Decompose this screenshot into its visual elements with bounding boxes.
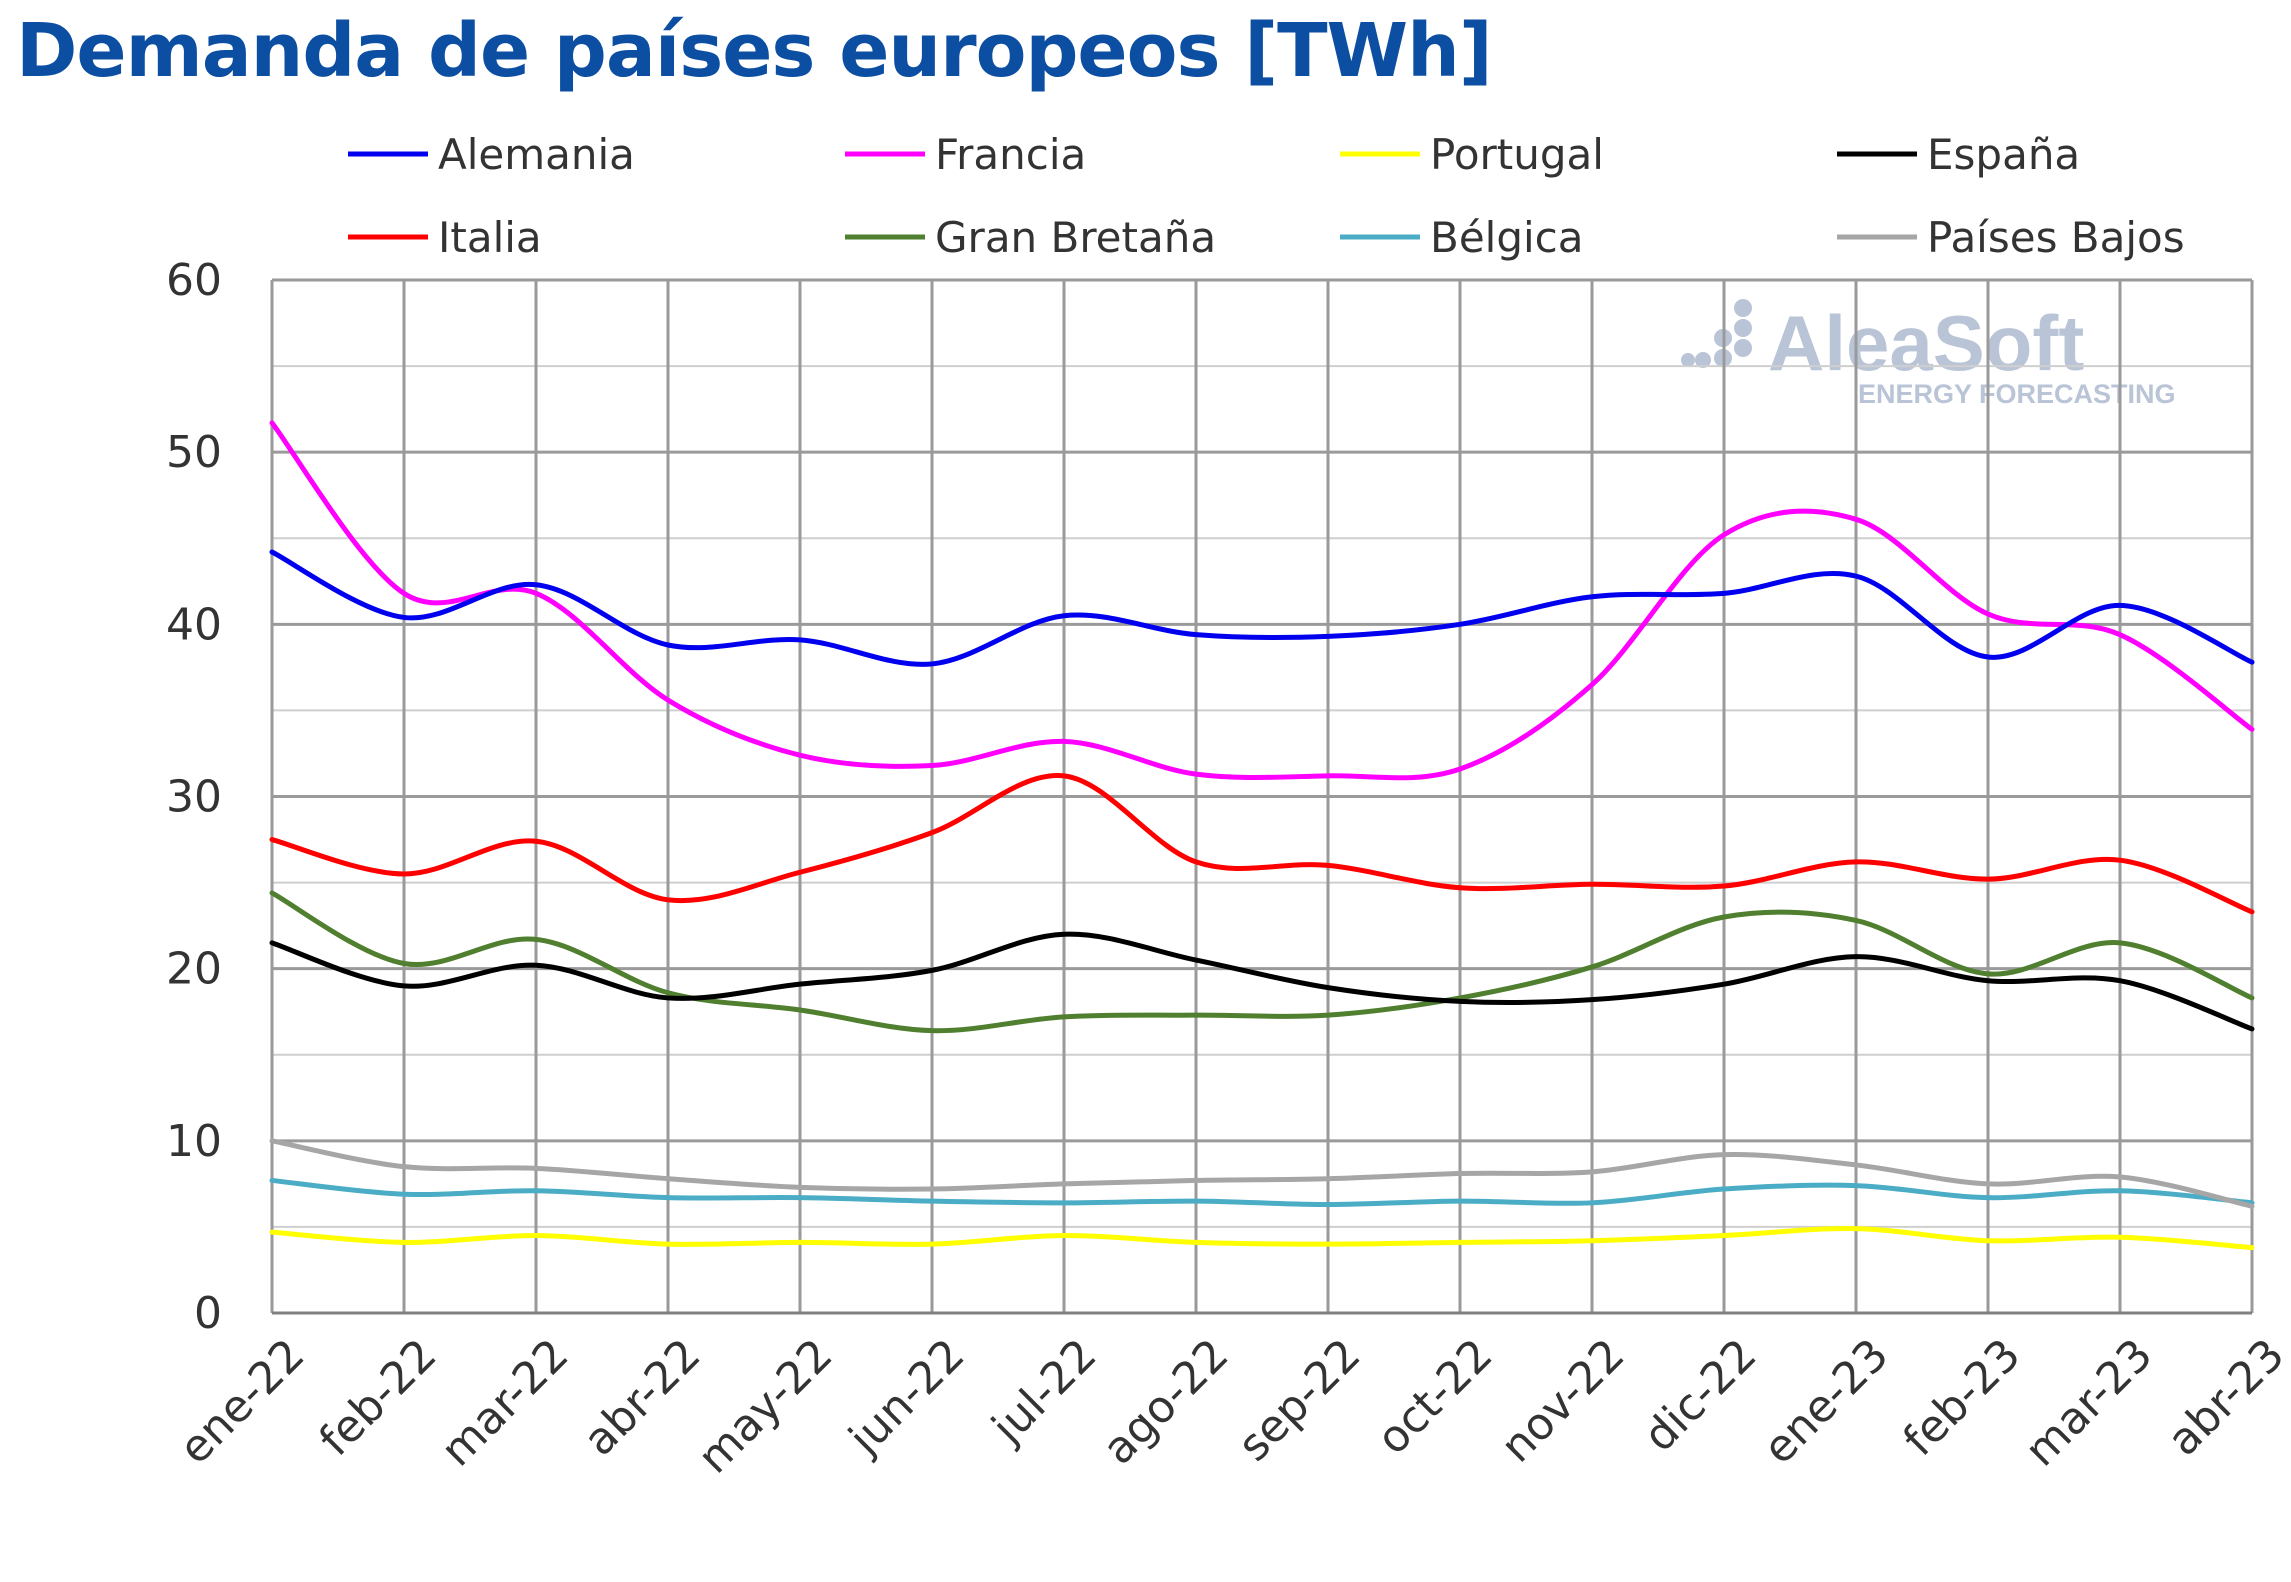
series-line-portugal <box>269 1226 2255 1251</box>
chart-title: Demanda de países europeos [TWh] <box>16 8 1493 94</box>
x-tick-label: mar-22 <box>431 1329 578 1476</box>
x-tick-label: ago-22 <box>1093 1329 1238 1474</box>
legend-label-francia: Francia <box>935 130 1086 179</box>
legend-label-portugal: Portugal <box>1430 130 1604 179</box>
legend-label-paises-bajos: Países Bajos <box>1927 213 2185 262</box>
x-tick-label: ene-22 <box>170 1329 315 1474</box>
x-tick-label: jul-22 <box>982 1329 1107 1454</box>
y-tick-label: 40 <box>166 599 222 650</box>
series-lines <box>269 420 2255 1251</box>
y-tick-label: 20 <box>166 944 222 995</box>
legend-label-gran-bretana: Gran Bretaña <box>935 213 1216 262</box>
x-tick-label: abr-23 <box>2158 1329 2291 1466</box>
aleasoft-logo: AleaSoft ENERGY FORECASTING <box>1681 299 2176 409</box>
series-line-espana <box>269 931 2255 1032</box>
legend-label-italia: Italia <box>438 213 542 262</box>
aleasoft-logo-tagline: ENERGY FORECASTING <box>1858 379 2176 409</box>
x-tick-label: oct-22 <box>1367 1329 1502 1464</box>
grid <box>270 278 2254 1315</box>
legend-label-alemania: Alemania <box>438 130 635 179</box>
legend-label-belgica: Bélgica <box>1430 213 1583 262</box>
y-axis: 0 10 20 30 40 50 60 <box>166 255 222 1339</box>
series-line-belgica <box>269 1177 2255 1208</box>
aleasoft-logo-icon <box>1681 299 1752 368</box>
x-tick-label: mar-23 <box>2015 1329 2162 1476</box>
x-tick-label: feb-22 <box>310 1329 447 1466</box>
legend: Alemania Francia Portugal España Italia Gran … <box>348 130 2185 262</box>
y-tick-label: 0 <box>194 1288 222 1339</box>
series-line-francia <box>269 420 2255 781</box>
series-line-gran-bretana <box>269 890 2255 1034</box>
series-line-italia <box>269 773 2255 915</box>
y-tick-label: 50 <box>166 427 222 478</box>
x-tick-label: ene-23 <box>1754 1329 1899 1474</box>
aleasoft-logo-text: AleaSoft <box>1768 299 2084 387</box>
y-tick-label: 10 <box>166 1116 222 1167</box>
x-tick-label: dic-22 <box>1634 1329 1766 1461</box>
y-tick-label: 30 <box>166 772 222 823</box>
x-tick-label: jun-22 <box>839 1329 975 1465</box>
x-tick-label: sep-22 <box>1228 1329 1370 1471</box>
y-tick-label: 60 <box>166 255 222 306</box>
series-line-paises-bajos <box>269 1138 2255 1209</box>
x-tick-label: nov-22 <box>1491 1329 1634 1472</box>
x-tick-label: may-22 <box>688 1329 842 1483</box>
legend-label-espana: España <box>1927 130 2080 179</box>
x-tick-label: feb-23 <box>1894 1329 2031 1466</box>
series-line-alemania <box>269 549 2255 667</box>
